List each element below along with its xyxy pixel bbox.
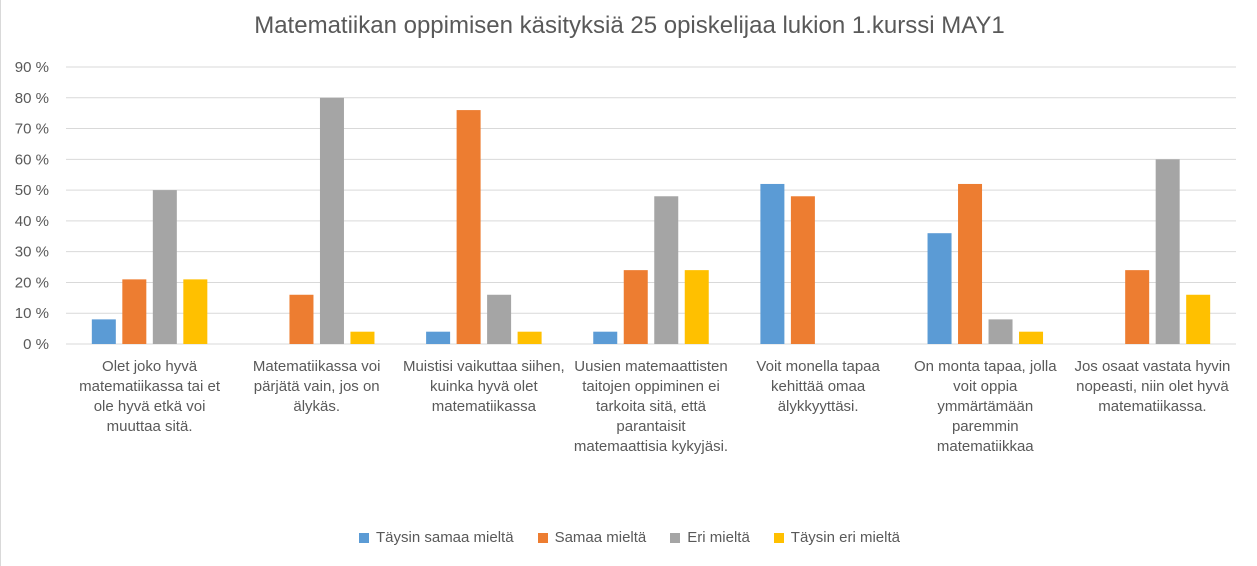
bar — [593, 331, 618, 344]
legend-item: Täysin eri mieltä — [773, 529, 900, 546]
bar — [1019, 331, 1044, 344]
bar — [426, 331, 451, 344]
y-tick-label: 20 % — [15, 274, 49, 291]
bar — [319, 97, 344, 345]
bar — [654, 196, 679, 344]
y-tick-label: 70 % — [15, 121, 49, 138]
y-tick-label: 40 % — [15, 213, 49, 230]
bar — [1125, 270, 1150, 344]
legend-swatch — [670, 532, 681, 543]
legend-label: Samaa mieltä — [554, 529, 647, 546]
legend-swatch — [359, 532, 369, 543]
x-tick-label: Matematiikassa voi pärjätä vain, jos on … — [252, 358, 381, 415]
bar — [456, 110, 481, 344]
bar — [487, 294, 512, 344]
bar — [1155, 159, 1180, 344]
y-tick-label: 0 % — [23, 336, 49, 353]
bar — [958, 183, 983, 344]
bar — [760, 183, 785, 344]
bar — [517, 331, 542, 344]
x-tick-label: Uusien matemaattisten taitojen oppiminen… — [573, 358, 729, 455]
bar — [790, 196, 815, 344]
x-tick-label: Voit monella tapaa kehittää omaa älykkyy… — [756, 358, 880, 415]
x-tick-label: Olet joko hyvä matematiikassa tai et ole… — [79, 358, 220, 435]
x-tick-label: Jos osaat vastata hyvin nopeasti, niin o… — [1074, 358, 1231, 415]
bar — [122, 279, 147, 344]
chart-title: Matematiikan oppimisen käsityksiä 25 opi… — [254, 12, 1005, 39]
legend-item: Eri mieltä — [670, 529, 750, 546]
bar — [350, 331, 375, 344]
legend: Täysin samaa mieltä Samaa mieltä Eri mielt… — [1, 529, 1257, 546]
bar — [988, 319, 1013, 344]
x-tick-label: On monta tapaa, jolla voit oppia ymmärtä… — [913, 358, 1057, 455]
bar — [1186, 294, 1211, 344]
legend-label: Täysin eri mieltä — [790, 529, 900, 546]
bar — [684, 270, 709, 344]
legend-item: Samaa mieltä — [537, 529, 647, 546]
bar — [623, 270, 648, 344]
legend-swatch — [773, 532, 784, 543]
bar — [91, 319, 116, 344]
y-tick-label: 90 % — [15, 59, 49, 76]
y-tick-label: 30 % — [15, 244, 49, 261]
y-tick-label: 60 % — [15, 151, 49, 168]
bar — [152, 190, 177, 344]
bar — [289, 294, 314, 344]
legend-label: Eri mieltä — [687, 529, 750, 546]
legend-swatch — [537, 532, 548, 543]
x-tick-label: Muistisi vaikuttaa siihen, kuinka hyvä o… — [402, 358, 565, 415]
legend-item: Täysin samaa mieltä — [359, 529, 514, 546]
y-tick-label: 80 % — [15, 90, 49, 107]
bar — [183, 279, 208, 344]
bar — [927, 233, 952, 344]
y-tick-label: 10 % — [15, 305, 49, 322]
legend-label: Täysin samaa mieltä — [376, 529, 514, 546]
y-tick-label: 50 % — [15, 182, 49, 199]
